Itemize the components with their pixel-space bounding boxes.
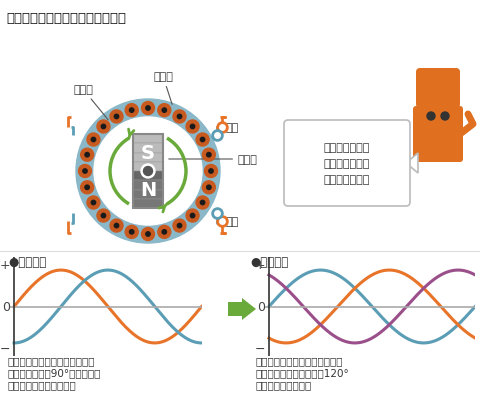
FancyBboxPatch shape (413, 107, 463, 163)
Circle shape (101, 125, 106, 129)
Circle shape (186, 209, 199, 222)
Bar (133, 190, 163, 199)
Circle shape (204, 165, 217, 178)
Circle shape (162, 109, 167, 113)
Circle shape (91, 201, 96, 205)
Circle shape (186, 121, 199, 134)
Circle shape (158, 104, 171, 117)
Circle shape (81, 149, 94, 162)
Circle shape (94, 118, 202, 225)
Circle shape (130, 109, 134, 113)
FancyBboxPatch shape (284, 121, 410, 207)
Bar (133, 144, 163, 153)
Circle shape (110, 220, 123, 232)
Circle shape (125, 226, 138, 239)
Text: ロータの回転により電機子の２: ロータの回転により電機子の２ (8, 355, 96, 365)
Circle shape (142, 228, 155, 241)
Text: 0: 0 (2, 300, 11, 313)
Text: −: − (0, 342, 11, 355)
Text: テスラが考案した二相交流発電機: テスラが考案した二相交流発電機 (6, 12, 126, 25)
Circle shape (203, 149, 216, 162)
Circle shape (146, 106, 150, 111)
Text: +: + (254, 258, 265, 272)
Circle shape (125, 104, 138, 117)
Circle shape (79, 165, 92, 178)
Circle shape (200, 201, 205, 205)
Circle shape (146, 232, 150, 237)
Text: ３組のコイルを用いて、より効: ３組のコイルを用いて、より効 (255, 355, 343, 365)
Circle shape (203, 181, 216, 194)
Circle shape (87, 196, 100, 209)
Circle shape (141, 164, 155, 179)
Text: 出力: 出力 (226, 216, 239, 227)
Circle shape (81, 181, 94, 194)
Circle shape (85, 186, 89, 190)
Circle shape (173, 220, 186, 232)
Circle shape (177, 115, 182, 119)
Circle shape (441, 113, 449, 121)
Bar (133, 135, 163, 209)
Circle shape (158, 226, 171, 239)
Text: もつ交流電流が流れる。: もつ交流電流が流れる。 (8, 379, 77, 389)
Text: S: S (141, 144, 155, 163)
Text: 三相交流は今も
送電方式の主流
となっている。: 三相交流は今も 送電方式の主流 となっている。 (324, 143, 370, 184)
Circle shape (207, 153, 211, 157)
Circle shape (76, 100, 220, 243)
Text: 電機子: 電機子 (153, 72, 173, 105)
Bar (133, 135, 163, 144)
Circle shape (207, 186, 211, 190)
Polygon shape (405, 157, 406, 170)
Circle shape (200, 138, 205, 142)
Circle shape (83, 169, 87, 174)
Text: 0: 0 (257, 300, 265, 313)
Circle shape (191, 214, 195, 218)
Circle shape (191, 125, 195, 129)
FancyBboxPatch shape (416, 69, 460, 109)
Text: 率化を図った三相交流。120°: 率化を図った三相交流。120° (255, 367, 349, 377)
Circle shape (144, 167, 153, 176)
Text: +: + (0, 258, 11, 272)
Bar (133, 199, 163, 209)
Text: 出力: 出力 (226, 123, 239, 133)
Text: ●三相交流: ●三相交流 (250, 255, 288, 268)
FancyArrow shape (228, 298, 256, 320)
Text: ロータ: ロータ (169, 155, 258, 164)
Circle shape (209, 169, 213, 174)
Circle shape (97, 209, 110, 222)
Circle shape (85, 153, 89, 157)
Text: N: N (140, 180, 156, 200)
Text: コイル: コイル (73, 85, 108, 121)
Circle shape (110, 111, 123, 124)
Polygon shape (406, 154, 418, 173)
Bar (133, 153, 163, 162)
Text: ●二相交流: ●二相交流 (8, 255, 46, 268)
Text: 組のコイルに、90°の位相差を: 組のコイルに、90°の位相差を (8, 367, 101, 377)
Circle shape (101, 214, 106, 218)
Circle shape (173, 111, 186, 124)
Bar (133, 181, 163, 190)
Circle shape (427, 113, 435, 121)
Text: の位相差で流れる。: の位相差で流れる。 (255, 379, 311, 389)
Bar (133, 172, 163, 181)
Circle shape (196, 196, 209, 209)
Circle shape (177, 224, 182, 228)
Circle shape (91, 138, 96, 142)
Bar (133, 162, 163, 172)
Circle shape (142, 102, 155, 115)
Circle shape (162, 230, 167, 234)
Circle shape (196, 134, 209, 147)
Text: −: − (254, 342, 265, 355)
Circle shape (97, 121, 110, 134)
Circle shape (87, 134, 100, 147)
Circle shape (130, 230, 134, 234)
Circle shape (114, 224, 119, 228)
Circle shape (114, 115, 119, 119)
